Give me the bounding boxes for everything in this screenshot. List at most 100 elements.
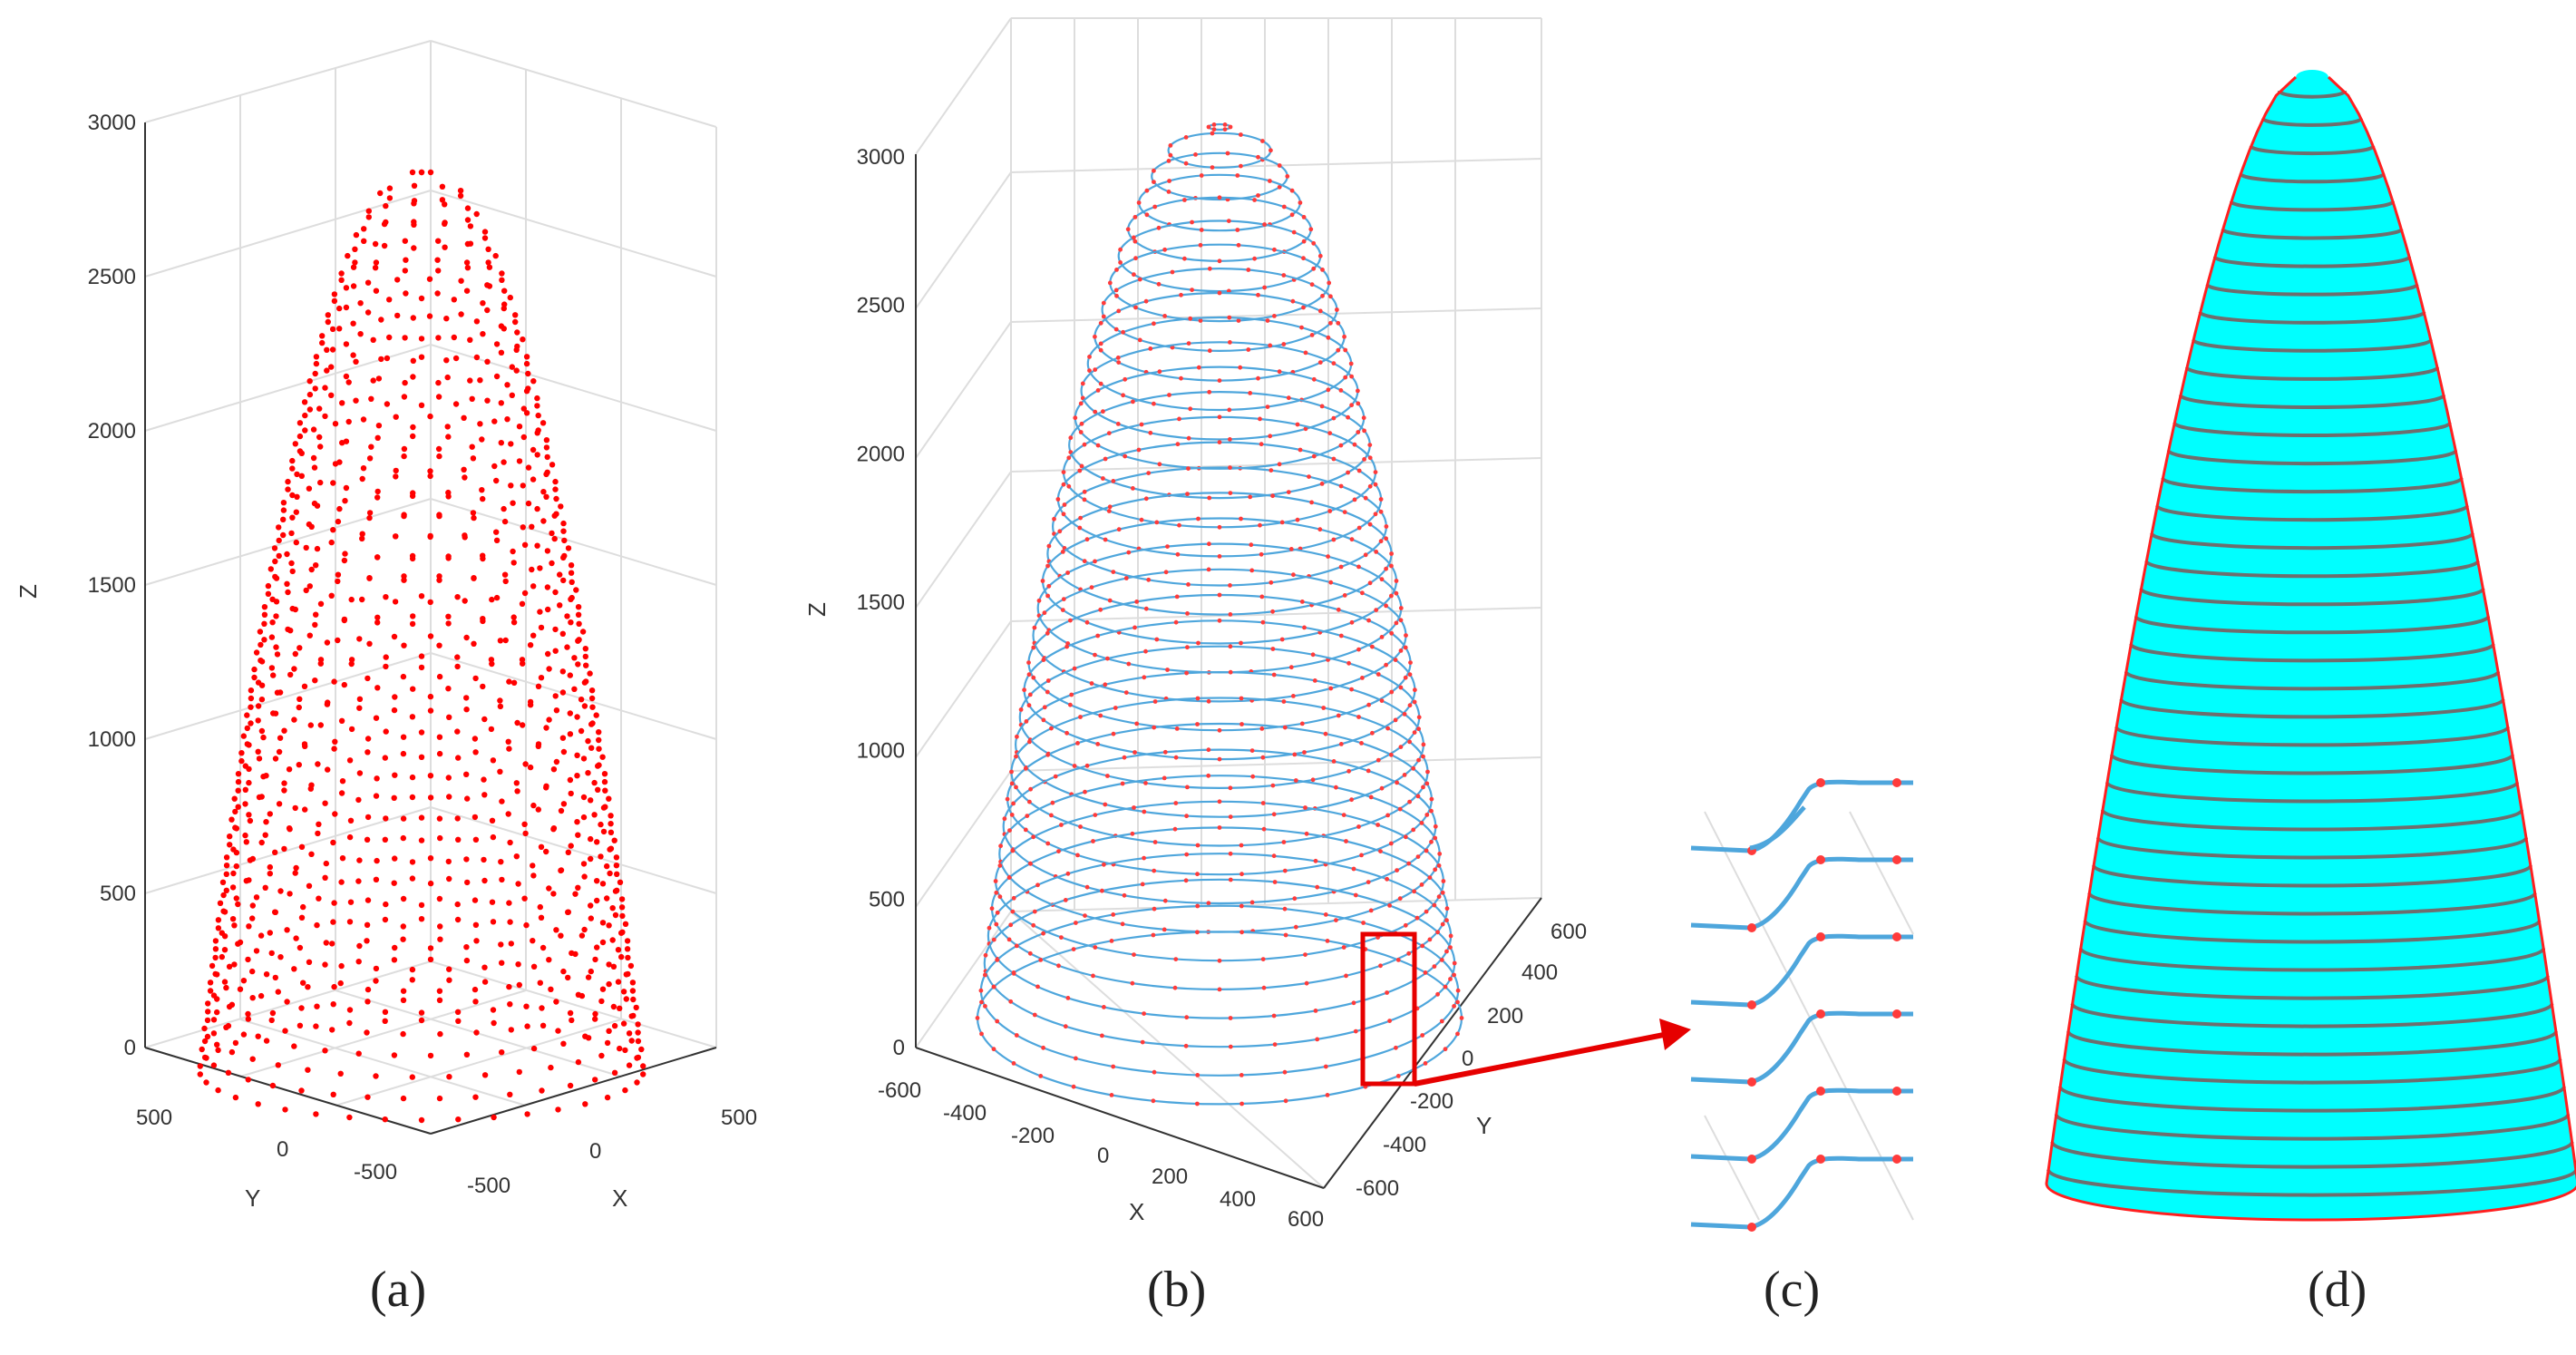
point <box>226 963 233 970</box>
point <box>342 498 348 504</box>
point <box>219 930 225 936</box>
point <box>418 1009 425 1016</box>
sample-point <box>1246 268 1251 272</box>
contour-curve <box>1137 173 1301 232</box>
point <box>331 291 338 297</box>
sample-point <box>1331 415 1337 421</box>
point <box>292 870 298 876</box>
point <box>272 710 279 716</box>
detail-point <box>1816 1087 1825 1096</box>
point <box>223 863 230 869</box>
point <box>418 1116 425 1124</box>
point <box>506 746 512 752</box>
point <box>353 231 360 239</box>
sample-point <box>1239 163 1243 169</box>
point <box>265 582 272 590</box>
sample-point <box>1291 229 1297 235</box>
point <box>513 346 520 353</box>
sample-point <box>1182 256 1187 261</box>
point <box>375 423 383 429</box>
sample-point <box>1393 717 1398 723</box>
sample-point <box>1217 378 1222 383</box>
point <box>322 385 328 391</box>
point <box>401 453 407 460</box>
sample-point <box>1279 520 1285 525</box>
point <box>514 788 520 794</box>
sample-point <box>1384 536 1388 541</box>
point <box>271 545 278 551</box>
point <box>567 776 574 784</box>
point <box>538 843 545 850</box>
point <box>263 1038 270 1044</box>
point <box>560 968 567 975</box>
point <box>345 418 352 425</box>
point <box>509 364 515 370</box>
sample-point <box>1132 272 1136 278</box>
panel-b-x-tick: 0 <box>1097 1144 1109 1168</box>
point <box>273 575 280 581</box>
point <box>325 766 331 773</box>
point <box>298 450 305 456</box>
sample-point <box>1362 457 1366 462</box>
point <box>497 703 504 710</box>
point <box>329 326 336 333</box>
point <box>262 832 268 838</box>
point <box>332 738 338 745</box>
point <box>514 719 520 726</box>
sample-point <box>1089 681 1094 686</box>
sample-point <box>1061 482 1066 487</box>
sample-point <box>1011 801 1016 806</box>
point <box>373 288 380 294</box>
point <box>386 334 393 341</box>
point <box>281 845 287 853</box>
point <box>588 721 595 727</box>
point <box>619 912 626 920</box>
sample-point <box>1252 256 1257 261</box>
sample-point <box>1082 497 1087 502</box>
sample-point <box>1011 970 1016 975</box>
point <box>436 673 443 680</box>
point <box>359 475 365 483</box>
point <box>253 948 260 954</box>
point <box>255 1033 261 1039</box>
panel-b-x-axis-label: X <box>1129 1198 1144 1225</box>
point <box>613 863 620 869</box>
z-tick-label: 1500 <box>88 573 136 598</box>
point <box>595 786 601 793</box>
point <box>276 801 283 807</box>
sample-point <box>1167 179 1171 183</box>
point <box>537 903 543 911</box>
sample-point <box>1142 855 1146 861</box>
surface-ring <box>2092 864 2532 888</box>
surface-ring <box>2212 256 2412 268</box>
sample-point <box>998 843 1003 849</box>
point <box>446 977 452 983</box>
point <box>400 734 407 740</box>
sample-point <box>1239 640 1243 646</box>
sample-point <box>1421 754 1425 759</box>
point <box>262 884 268 891</box>
sample-point <box>1299 325 1304 330</box>
point <box>365 279 372 286</box>
point <box>426 276 433 282</box>
detail-point <box>1892 932 1901 941</box>
point <box>588 745 595 751</box>
point <box>530 802 537 809</box>
point <box>628 1038 635 1044</box>
point <box>246 742 252 748</box>
point <box>521 821 528 827</box>
surface-ring <box>2087 892 2537 916</box>
sample-point <box>1407 799 1412 804</box>
sample-point <box>1036 598 1042 603</box>
sample-point <box>1291 694 1296 698</box>
point <box>286 766 293 773</box>
point <box>580 861 588 867</box>
point <box>490 919 497 925</box>
sample-point <box>1374 550 1379 554</box>
point <box>291 966 297 972</box>
point <box>238 750 245 756</box>
sample-point <box>1356 430 1361 434</box>
point <box>242 763 248 769</box>
point <box>488 657 495 663</box>
point <box>228 1001 236 1009</box>
